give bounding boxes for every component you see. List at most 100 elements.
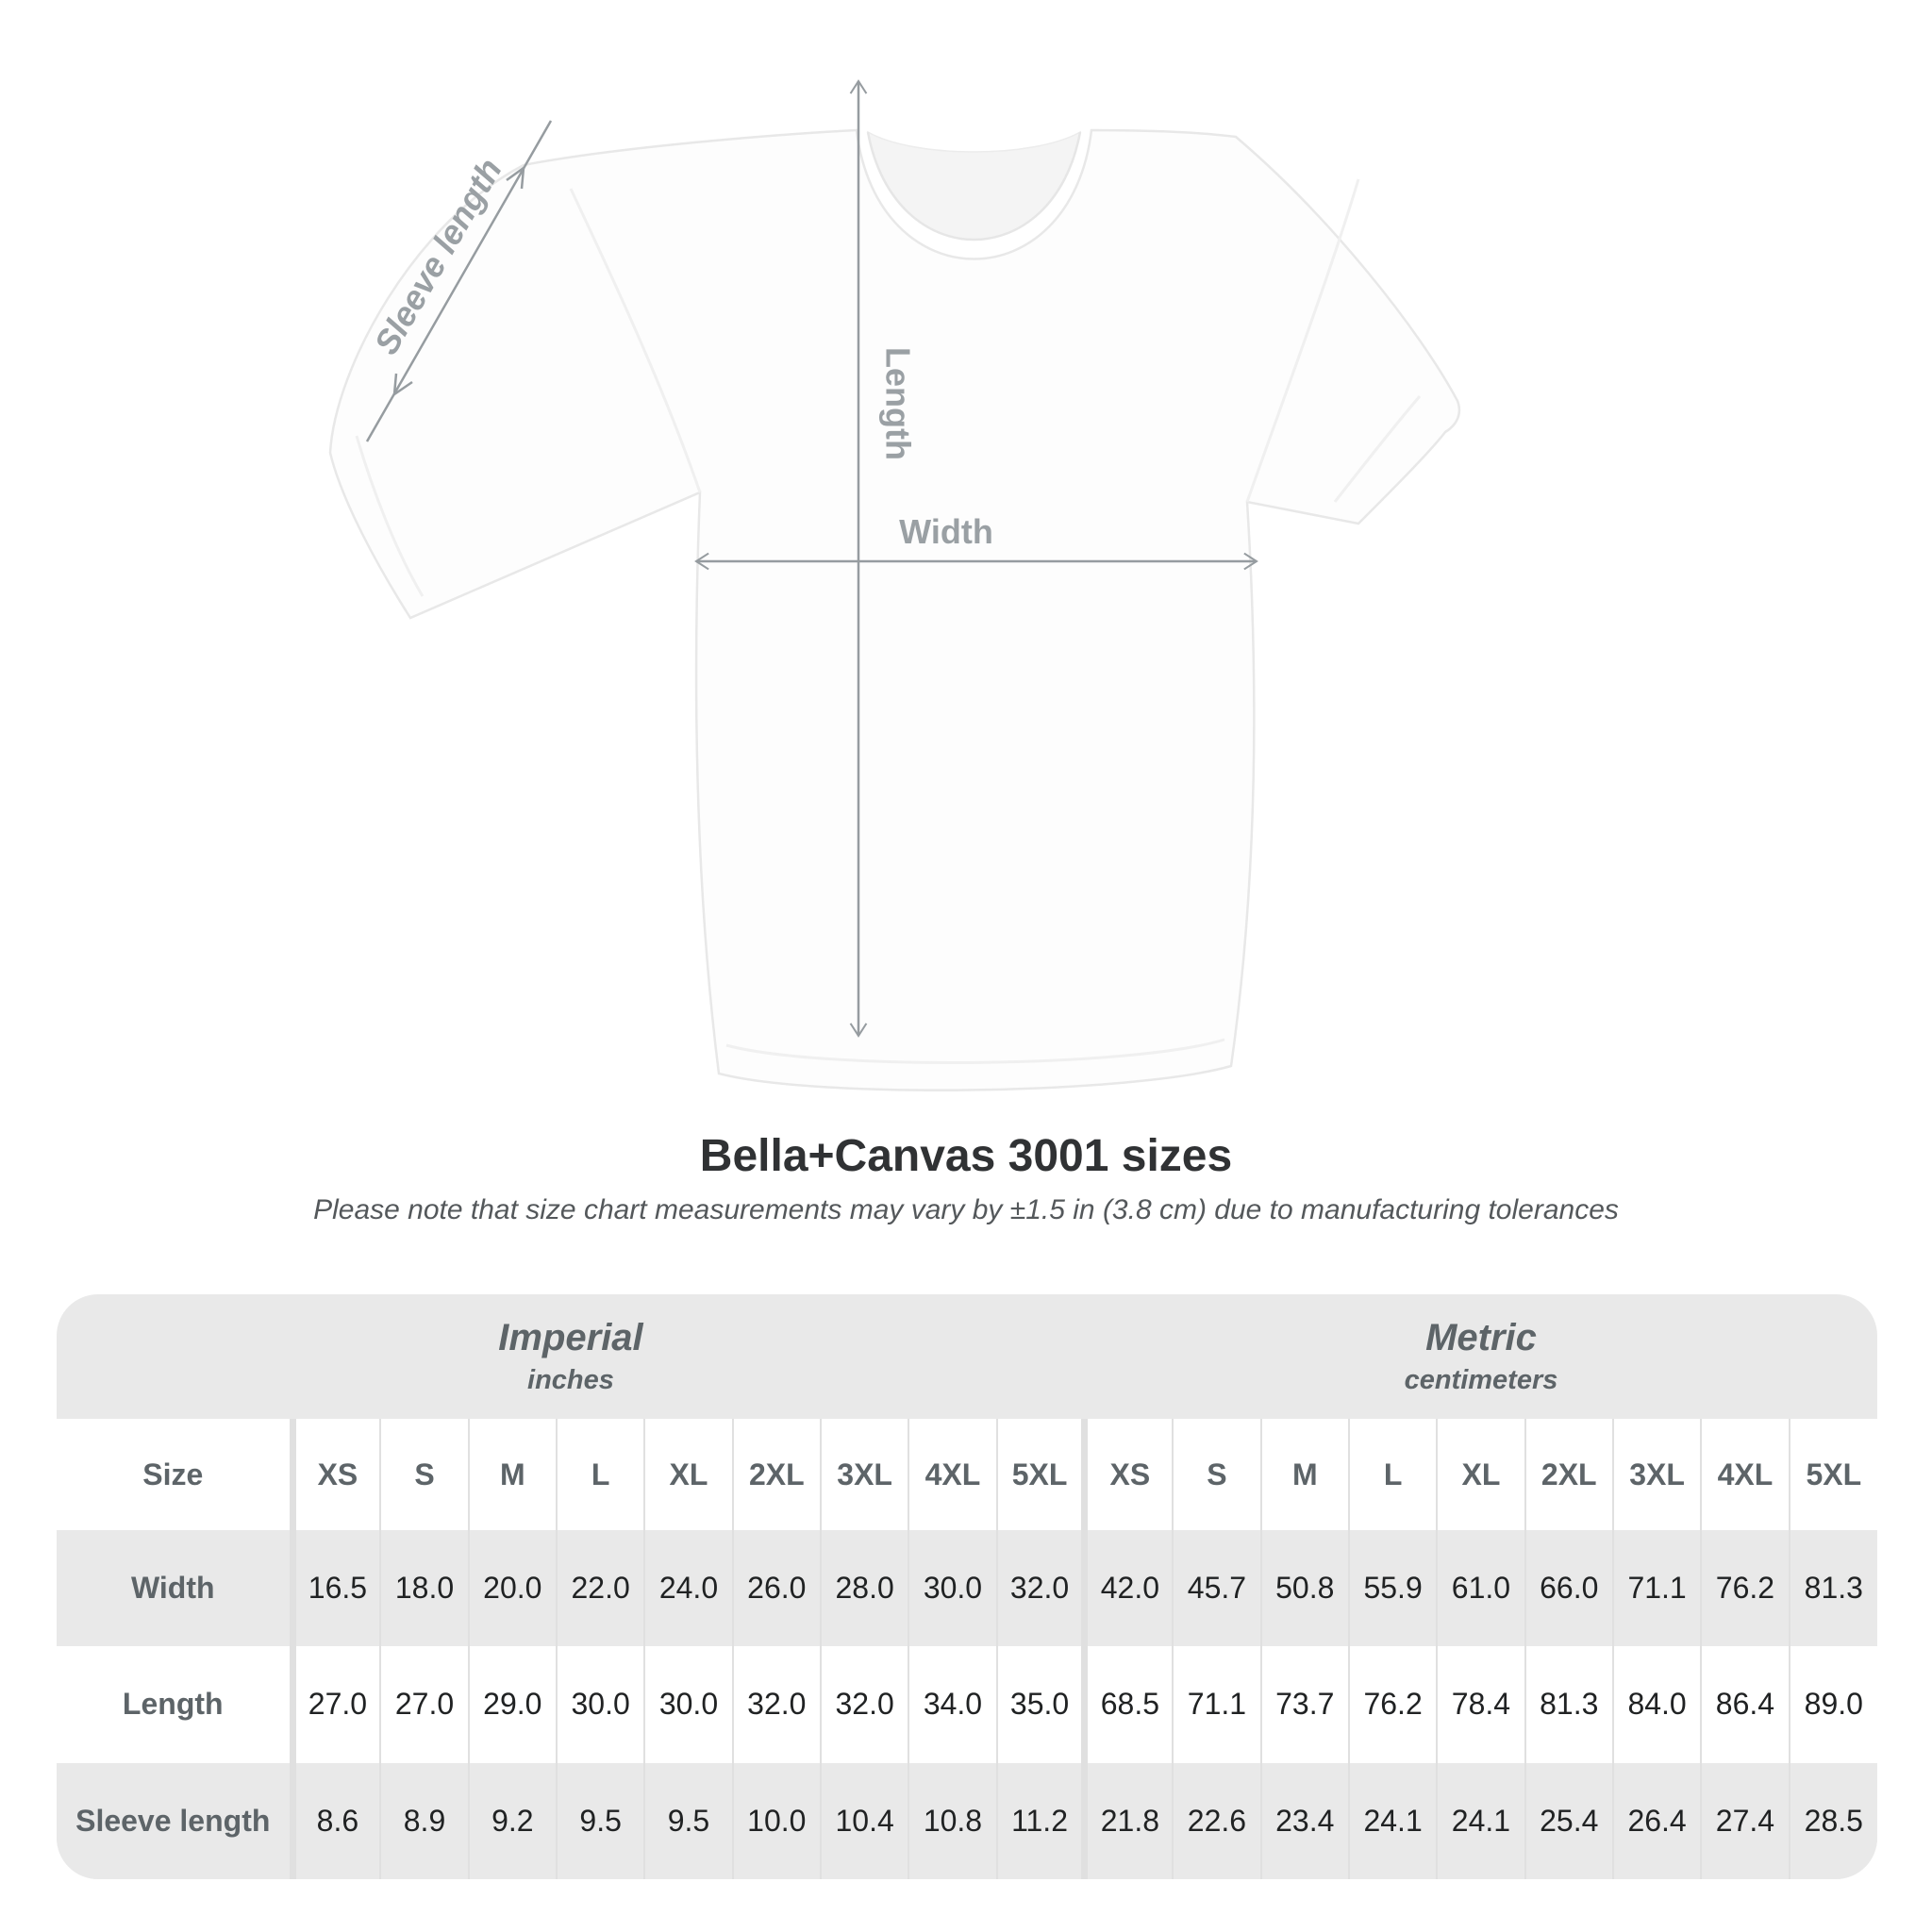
value-width-metric-m: 50.8 — [1259, 1530, 1349, 1647]
value-length-metric-2xl: 81.3 — [1524, 1646, 1613, 1763]
collar-band-line — [866, 131, 1082, 242]
imperial-group-header: Imperial inches — [57, 1294, 1085, 1419]
value-width-metric-xs: 42.0 — [1081, 1530, 1174, 1647]
metric-group-label: Metric — [1425, 1316, 1537, 1358]
value-width-metric-2xl: 66.0 — [1524, 1530, 1613, 1647]
size-header-imperial-m: M — [467, 1419, 557, 1530]
size-header-metric-3xl: 3XL — [1611, 1419, 1702, 1530]
value-width-imperial-xs: 16.5 — [289, 1530, 381, 1647]
value-sleeve-length-metric-3xl: 26.4 — [1611, 1762, 1702, 1879]
width-label: Width — [899, 512, 993, 551]
value-width-metric-4xl: 76.2 — [1700, 1530, 1790, 1647]
value-width-imperial-s: 18.0 — [379, 1530, 469, 1647]
value-width-imperial-3xl: 28.0 — [819, 1530, 909, 1647]
cuff-stitch-left — [355, 435, 425, 597]
sleeve-length-arrow — [365, 120, 553, 442]
size-header-metric-5xl: 5XL — [1788, 1419, 1877, 1530]
size-table-grid: Imperial inches Metric centimeters Size … — [57, 1294, 1877, 1879]
value-sleeve-length-metric-m: 23.4 — [1259, 1762, 1349, 1879]
value-sleeve-length-imperial-4xl: 10.8 — [908, 1762, 997, 1879]
value-length-metric-xl: 78.4 — [1436, 1646, 1525, 1763]
tolerance-note: Please note that size chart measurements… — [313, 1194, 1619, 1225]
value-width-imperial-l: 22.0 — [555, 1530, 645, 1647]
value-width-metric-3xl: 71.1 — [1611, 1530, 1702, 1647]
cuff-stitch-right — [1333, 395, 1422, 503]
value-length-imperial-xl: 30.0 — [643, 1646, 733, 1763]
value-sleeve-length-imperial-xs: 8.6 — [289, 1762, 381, 1879]
sleeve-seam-right — [1245, 178, 1360, 503]
imperial-group-unit: inches — [527, 1364, 614, 1395]
value-sleeve-length-imperial-m: 9.2 — [467, 1762, 557, 1879]
value-sleeve-length-imperial-3xl: 10.4 — [819, 1762, 909, 1879]
size-corner-label: Size — [142, 1457, 204, 1491]
value-width-imperial-m: 20.0 — [467, 1530, 557, 1647]
value-sleeve-length-imperial-s: 8.9 — [379, 1762, 469, 1879]
sleeve-arrowhead-bottom — [392, 373, 413, 397]
value-sleeve-length-metric-xs: 21.8 — [1081, 1762, 1174, 1879]
size-header-imperial-2xl: 2XL — [731, 1419, 821, 1530]
value-width-metric-s: 45.7 — [1172, 1530, 1261, 1647]
value-width-metric-5xl: 81.3 — [1788, 1530, 1877, 1647]
size-header-row: Size XS S M L XL 2XL 3XL 4XL 5XL XS S M L XL 2XL 3XL 4XL… — [57, 1419, 1877, 1530]
value-width-imperial-4xl: 30.0 — [908, 1530, 997, 1647]
value-length-metric-s: 71.1 — [1172, 1646, 1261, 1763]
value-width-imperial-5xl: 32.0 — [995, 1530, 1085, 1647]
value-length-metric-3xl: 84.0 — [1611, 1646, 1702, 1763]
value-length-metric-m: 73.7 — [1259, 1646, 1349, 1763]
value-sleeve-length-metric-2xl: 25.4 — [1524, 1762, 1613, 1879]
page-title: Bella+Canvas 3001 sizes — [699, 1131, 1233, 1181]
value-length-metric-xs: 68.5 — [1081, 1646, 1174, 1763]
measurement-row-length: Length 27.0 27.0 29.0 30.0 30.0 32.0 32.0 34.0 35… — [57, 1646, 1877, 1763]
value-length-imperial-3xl: 32.0 — [819, 1646, 909, 1763]
row-label: Sleeve length — [75, 1803, 271, 1838]
size-header-imperial-xl: XL — [643, 1419, 733, 1530]
measurement-row-sleeve-length: Sleeve length 8.6 8.9 9.2 9.5 9.5 10.0 10.4 10.8… — [57, 1762, 1877, 1879]
size-header-imperial-4xl: 4XL — [908, 1419, 997, 1530]
value-width-imperial-2xl: 26.0 — [731, 1530, 821, 1647]
size-header-metric-4xl: 4XL — [1700, 1419, 1790, 1530]
measurement-rows: Width 16.5 18.0 20.0 22.0 24.0 26.0 28.0 30.0 32.… — [57, 1530, 1877, 1879]
unit-group-row: Imperial inches Metric centimeters — [57, 1294, 1877, 1419]
value-width-imperial-xl: 24.0 — [643, 1530, 733, 1647]
sleeve-seam-left — [569, 188, 702, 493]
value-length-imperial-m: 29.0 — [467, 1646, 557, 1763]
value-sleeve-length-imperial-xl: 9.5 — [643, 1762, 733, 1879]
imperial-group-label: Imperial — [498, 1316, 643, 1358]
size-header-imperial-l: L — [555, 1419, 645, 1530]
measurement-row-width: Width 16.5 18.0 20.0 22.0 24.0 26.0 28.0 30.0 32.… — [57, 1530, 1877, 1647]
size-header-metric-l: L — [1347, 1419, 1438, 1530]
size-table: Imperial inches Metric centimeters Size … — [57, 1294, 1877, 1879]
sleeve-arrowhead-top — [506, 165, 525, 190]
hem-stitch — [725, 1038, 1225, 1065]
row-label: Length — [122, 1687, 224, 1722]
value-length-metric-4xl: 86.4 — [1700, 1646, 1790, 1763]
value-width-metric-l: 55.9 — [1347, 1530, 1438, 1647]
tshirt-diagram: Length Width Sleeve length — [328, 79, 1461, 1091]
size-header-metric-m: M — [1259, 1419, 1349, 1530]
metric-group-unit: centimeters — [1404, 1364, 1558, 1395]
value-sleeve-length-metric-4xl: 27.4 — [1700, 1762, 1790, 1879]
size-header-metric-xs: XS — [1081, 1419, 1174, 1530]
value-length-imperial-2xl: 32.0 — [731, 1646, 821, 1763]
value-length-imperial-s: 27.0 — [379, 1646, 469, 1763]
size-header-metric-s: S — [1172, 1419, 1261, 1530]
value-sleeve-length-metric-s: 22.6 — [1172, 1762, 1261, 1879]
value-sleeve-length-imperial-l: 9.5 — [555, 1762, 645, 1879]
tshirt-outline — [328, 128, 1461, 1091]
value-length-imperial-l: 30.0 — [555, 1646, 645, 1763]
metric-group-header: Metric centimeters — [1085, 1294, 1877, 1419]
value-length-imperial-5xl: 35.0 — [995, 1646, 1085, 1763]
value-sleeve-length-metric-5xl: 28.5 — [1788, 1762, 1877, 1879]
value-length-imperial-4xl: 34.0 — [908, 1646, 997, 1763]
row-label: Width — [130, 1571, 215, 1606]
value-length-metric-5xl: 89.0 — [1788, 1646, 1877, 1763]
size-header-metric-2xl: 2XL — [1524, 1419, 1613, 1530]
size-header-imperial-xs: XS — [289, 1419, 381, 1530]
size-header-imperial-s: S — [379, 1419, 469, 1530]
value-sleeve-length-metric-l: 24.1 — [1347, 1762, 1438, 1879]
value-length-metric-l: 76.2 — [1347, 1646, 1438, 1763]
value-sleeve-length-imperial-5xl: 11.2 — [995, 1762, 1085, 1879]
size-header-imperial-5xl: 5XL — [995, 1419, 1085, 1530]
value-sleeve-length-metric-xl: 24.1 — [1436, 1762, 1525, 1879]
